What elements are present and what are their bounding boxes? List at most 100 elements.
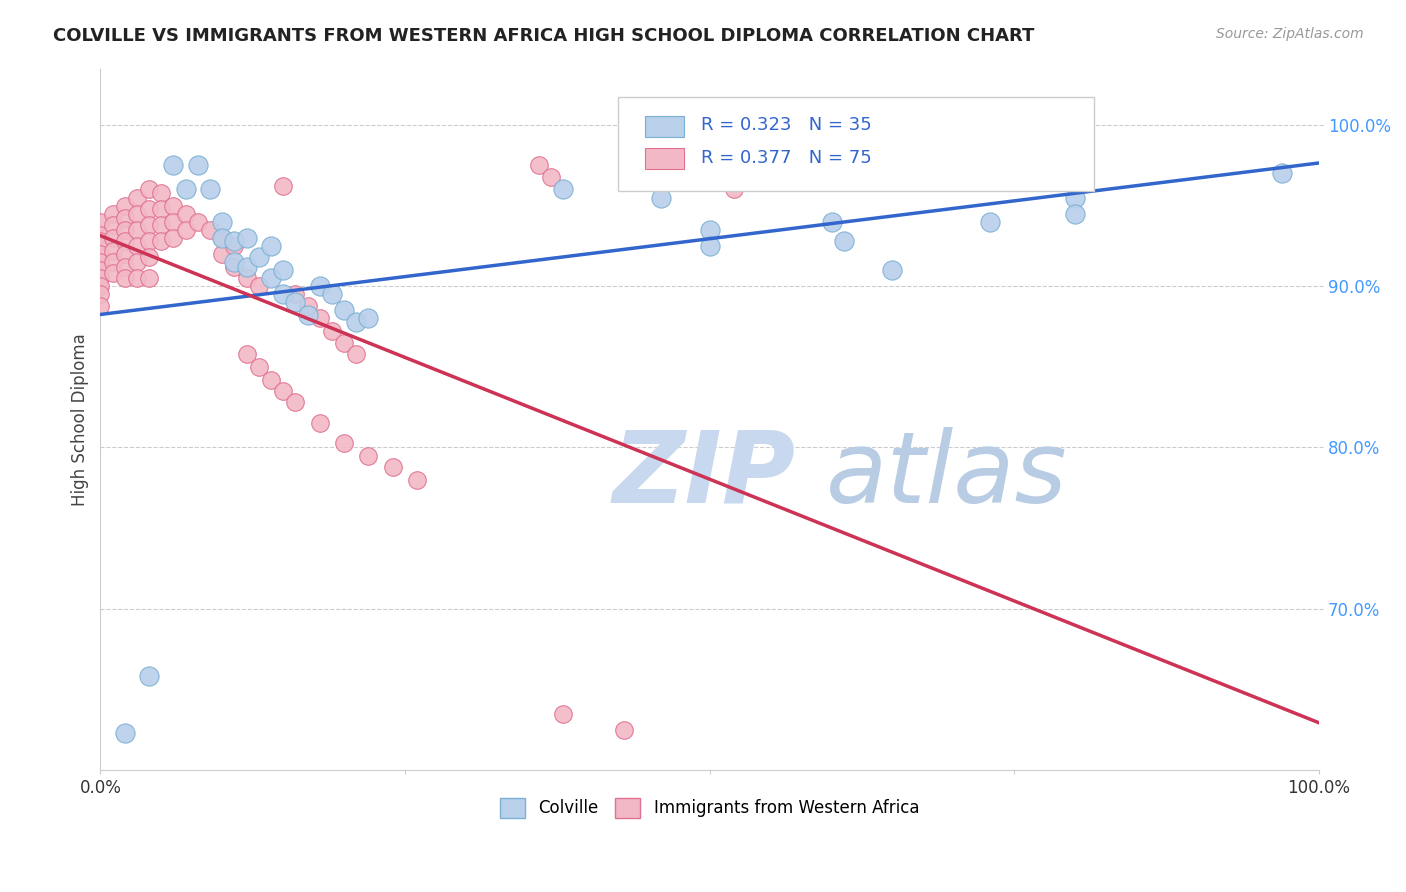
Point [235,271,257,285]
Point [162,231,184,245]
Point [125,271,148,285]
Point [284,295,307,310]
Point [89,271,111,285]
Point [114,223,136,237]
Point [820,215,842,229]
Point [333,435,356,450]
Point [187,215,209,229]
Point [357,311,380,326]
Y-axis label: High School Diploma: High School Diploma [72,333,89,506]
Point [613,723,636,737]
Point [101,255,124,269]
Point [979,215,1001,229]
Point [198,223,221,237]
Point [211,215,233,229]
Point [89,227,111,242]
Point [114,247,136,261]
FancyBboxPatch shape [645,116,685,136]
Point [89,247,111,261]
Point [224,234,246,248]
Point [89,299,111,313]
Point [162,215,184,229]
Point [224,255,246,269]
Point [333,335,356,350]
Point [101,266,124,280]
Point [138,234,160,248]
Point [284,395,307,409]
Point [344,315,367,329]
Point [138,182,160,196]
Point [284,287,307,301]
Point [138,202,160,216]
Point [125,255,148,269]
Point [138,250,160,264]
Point [211,231,233,245]
Point [333,303,356,318]
Point [882,263,904,277]
Point [89,215,111,229]
Point [1271,166,1294,180]
Point [381,459,404,474]
Point [321,287,343,301]
Point [235,347,257,361]
Point [271,179,294,194]
Point [101,244,124,258]
Point [138,669,160,683]
Point [260,239,283,253]
Point [271,384,294,398]
Point [101,207,124,221]
Point [162,158,184,172]
Point [260,271,283,285]
Point [527,158,550,172]
Point [198,182,221,196]
Point [271,287,294,301]
Point [308,311,330,326]
Point [344,347,367,361]
Text: R = 0.323   N = 35: R = 0.323 N = 35 [702,116,872,135]
Point [406,473,429,487]
Point [162,198,184,212]
FancyBboxPatch shape [619,96,1094,191]
Point [211,231,233,245]
Point [150,202,173,216]
Point [114,271,136,285]
Point [224,260,246,274]
Point [125,223,148,237]
Point [89,234,111,248]
Point [125,190,148,204]
Point [247,279,270,293]
Point [174,223,197,237]
Point [723,182,745,196]
Point [150,234,173,248]
Point [247,250,270,264]
Point [114,198,136,212]
Point [114,726,136,740]
Point [650,190,672,204]
Text: ZIP: ZIP [612,427,796,524]
Text: R = 0.377   N = 75: R = 0.377 N = 75 [702,149,872,167]
Text: Source: ZipAtlas.com: Source: ZipAtlas.com [1216,27,1364,41]
Point [89,287,111,301]
Point [308,279,330,293]
Point [138,218,160,232]
Point [174,182,197,196]
Point [138,271,160,285]
Point [308,417,330,431]
Point [235,260,257,274]
Point [699,223,721,237]
Point [114,234,136,248]
Point [174,207,197,221]
Point [553,706,575,721]
Point [150,186,173,200]
Point [125,239,148,253]
Point [125,207,148,221]
Point [114,211,136,226]
Text: COLVILLE VS IMMIGRANTS FROM WESTERN AFRICA HIGH SCHOOL DIPLOMA CORRELATION CHART: COLVILLE VS IMMIGRANTS FROM WESTERN AFRI… [53,27,1035,45]
Point [357,449,380,463]
Point [832,234,855,248]
Point [297,308,319,322]
Point [271,263,294,277]
Point [1064,207,1087,221]
Point [1064,190,1087,204]
Point [187,158,209,172]
